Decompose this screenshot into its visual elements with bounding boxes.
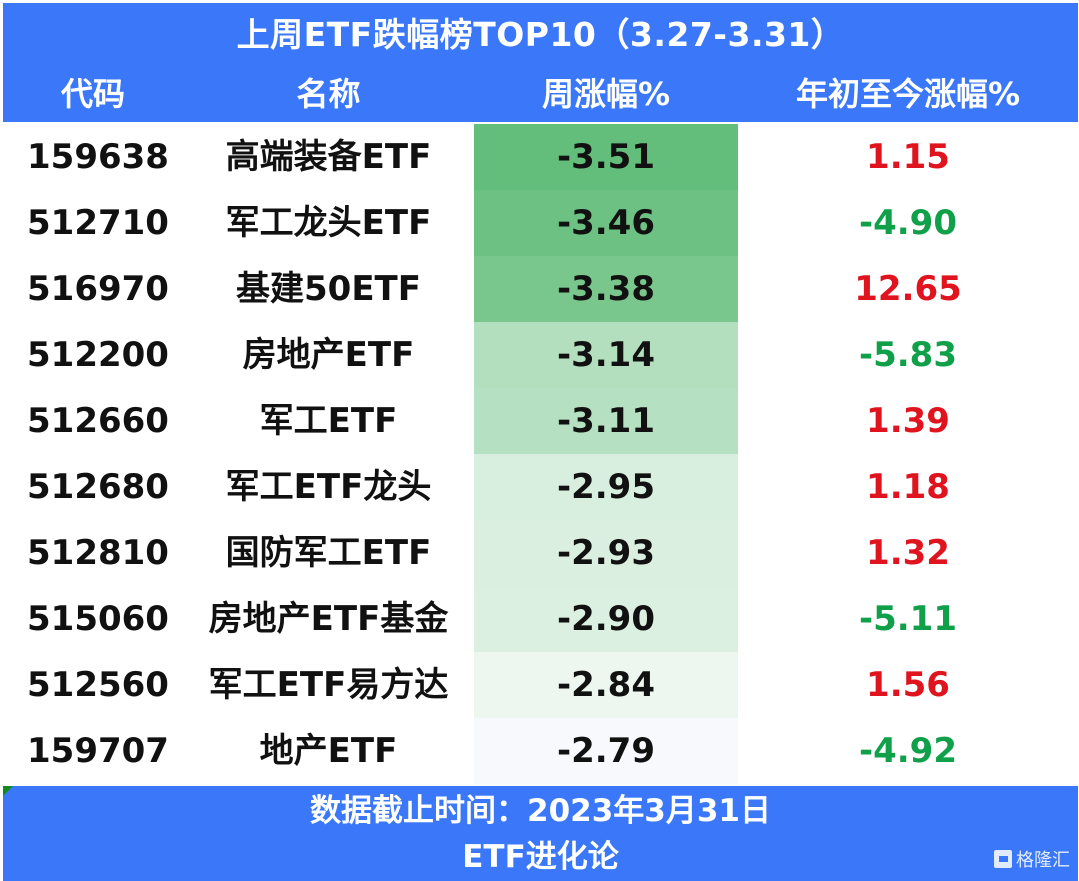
cell-week-change: -2.95	[474, 454, 738, 520]
column-headers: 代码 名称 周涨幅% 年初至今涨幅%	[3, 65, 1078, 123]
cell-ytd-change: 1.15	[866, 137, 950, 177]
watermark-text: 格隆汇	[1016, 850, 1070, 871]
cell-week-change: -3.51	[474, 124, 738, 190]
cell-name: 军工ETF易方达	[208, 665, 449, 705]
cell-week-change: -2.90	[474, 586, 738, 652]
table-row: 512710 军工龙头ETF -3.46 -4.90	[3, 190, 1078, 256]
cell-name: 军工ETF	[259, 401, 398, 441]
cell-ytd-change: 1.32	[866, 533, 950, 573]
column-header-ytd-change: 年初至今涨幅%	[795, 75, 1021, 113]
watermark: 格隆汇	[994, 847, 1070, 871]
cell-ytd-change: -5.83	[859, 335, 957, 375]
cell-ytd-change: -4.90	[859, 203, 957, 243]
ranking-table: 上周ETF跌幅榜TOP10（3.27-3.31） 代码 名称 周涨幅% 年初至今…	[3, 3, 1078, 881]
cell-week-change: -3.46	[474, 190, 738, 256]
cell-name: 房地产ETF	[242, 335, 415, 375]
cell-name: 地产ETF	[259, 731, 398, 771]
cell-name: 房地产ETF基金	[208, 599, 449, 639]
table-body: 159638 高端装备ETF -3.51 1.15 512710 军工龙头ETF…	[3, 124, 1078, 784]
column-header-name: 名称	[296, 75, 361, 113]
table-header: 上周ETF跌幅榜TOP10（3.27-3.31） 代码 名称 周涨幅% 年初至今…	[3, 3, 1078, 122]
cell-code: 159707	[27, 731, 169, 771]
cell-code: 512660	[27, 401, 169, 441]
table-title: 上周ETF跌幅榜TOP10（3.27-3.31）	[236, 15, 845, 54]
table-row: 512200 房地产ETF -3.14 -5.83	[3, 322, 1078, 388]
cell-week-change: -3.11	[474, 388, 738, 454]
cell-name: 高端装备ETF	[225, 137, 432, 177]
table-row: 512660 军工ETF -3.11 1.39	[3, 388, 1078, 454]
cell-code: 515060	[27, 599, 169, 639]
cell-ytd-change: 1.56	[866, 665, 950, 705]
cell-ytd-change: -4.92	[859, 731, 957, 771]
cell-week-change: -3.38	[474, 256, 738, 322]
cell-week-change: -2.79	[474, 718, 738, 784]
cell-code: 516970	[27, 269, 169, 309]
table-row: 512810 国防军工ETF -2.93 1.32	[3, 520, 1078, 586]
cell-name: 军工龙头ETF	[225, 203, 432, 243]
column-header-code: 代码	[60, 75, 125, 113]
table-row: 515060 房地产ETF基金 -2.90 -5.11	[3, 586, 1078, 652]
cell-code: 512810	[27, 533, 169, 573]
cell-code: 512200	[27, 335, 169, 375]
cell-week-change: -2.93	[474, 520, 738, 586]
cell-ytd-change: -5.11	[859, 599, 957, 639]
cell-code: 512710	[27, 203, 169, 243]
column-header-week-change: 周涨幅%	[541, 75, 671, 113]
cell-name: 国防军工ETF	[225, 533, 432, 573]
gelonghui-logo-icon	[994, 850, 1012, 868]
table-footer: 数据截止时间：2023年3月31日 ETF进化论 格隆汇	[3, 786, 1078, 881]
table-row: 512680 军工ETF龙头 -2.95 1.18	[3, 454, 1078, 520]
corner-marker	[3, 786, 13, 796]
table-row: 159638 高端装备ETF -3.51 1.15	[3, 124, 1078, 190]
cell-week-change: -2.84	[474, 652, 738, 718]
cell-ytd-change: 1.18	[866, 467, 950, 507]
cell-ytd-change: 1.39	[866, 401, 950, 441]
cell-name: 军工ETF龙头	[225, 467, 432, 507]
table-row: 516970 基建50ETF -3.38 12.65	[3, 256, 1078, 322]
cell-code: 512680	[27, 467, 169, 507]
cell-week-change: -3.14	[474, 322, 738, 388]
cell-ytd-change: 12.65	[854, 269, 962, 309]
cell-code: 512560	[27, 665, 169, 705]
cell-code: 159638	[27, 137, 169, 177]
table-row: 512560 军工ETF易方达 -2.84 1.56	[3, 652, 1078, 718]
table-row: 159707 地产ETF -2.79 -4.92	[3, 718, 1078, 784]
cell-name: 基建50ETF	[236, 269, 421, 309]
data-cutoff-note: 数据截止时间：2023年3月31日	[310, 793, 771, 829]
source-label: ETF进化论	[462, 839, 619, 875]
